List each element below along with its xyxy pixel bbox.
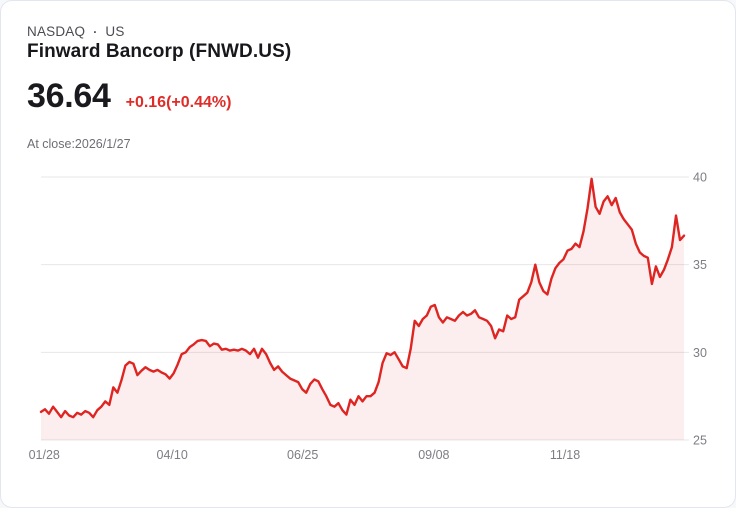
- stock-title: Finward Bancorp (FNWD.US): [27, 41, 292, 62]
- exchange-label: NASDAQ: [27, 24, 86, 39]
- y-axis-label-25: 25: [693, 434, 707, 448]
- last-price: 36.64: [27, 77, 111, 115]
- x-axis-label-2: 06/25: [287, 448, 318, 462]
- region-label: US: [105, 24, 125, 39]
- y-axis-label-30: 30: [693, 346, 707, 360]
- price-change: +0.16(+0.44%): [125, 94, 232, 111]
- y-axis-label-40: 40: [693, 171, 707, 185]
- exchange-row: NASDAQ · US: [27, 24, 125, 39]
- x-axis-label-1: 04/10: [157, 448, 188, 462]
- x-axis-label-4: 11/18: [550, 448, 580, 462]
- x-axis-label-0: 01/28: [29, 448, 60, 462]
- y-axis-label-35: 35: [693, 258, 707, 272]
- price-row: 36.64 +0.16(+0.44%): [27, 77, 231, 116]
- price-area: [41, 178, 684, 441]
- x-axis-label-3: 09/08: [418, 448, 449, 462]
- price-line: [39, 177, 686, 419]
- separator-dot: ·: [93, 24, 98, 39]
- at-close-timestamp: At close:2026/1/27: [27, 137, 131, 151]
